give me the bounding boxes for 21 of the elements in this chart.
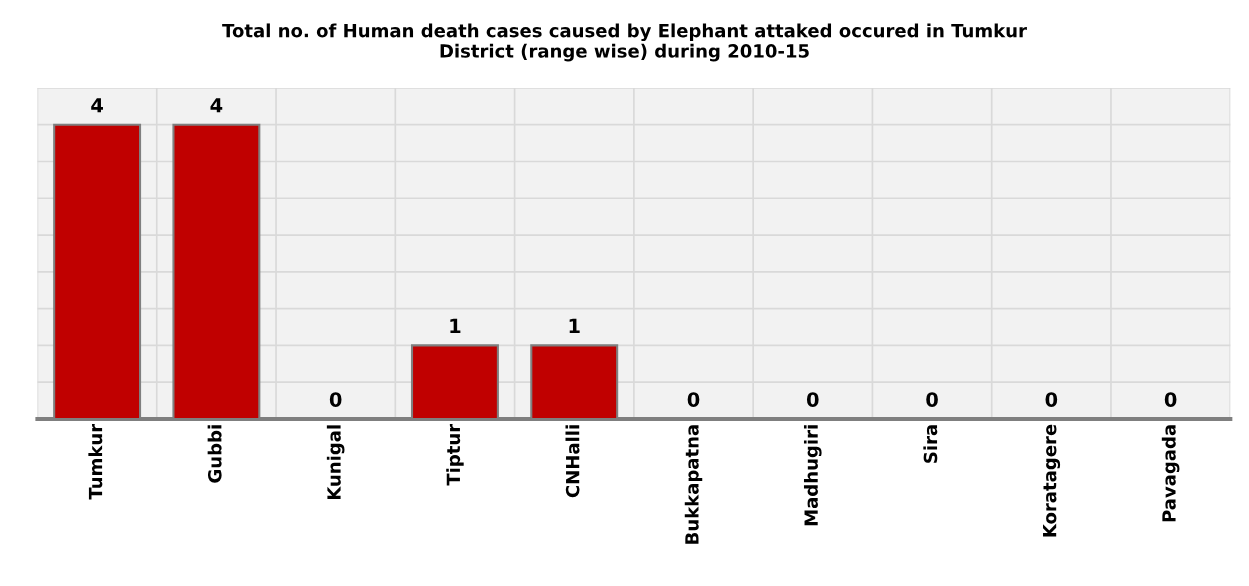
- x-tick-label: CNHalli: [565, 425, 580, 498]
- data-label: 1: [450, 318, 461, 334]
- data-label: 4: [210, 98, 223, 113]
- data-label: 4: [91, 98, 103, 113]
- data-label: 0: [1045, 392, 1058, 407]
- data-label: 0: [1164, 392, 1177, 407]
- x-tick-label: Bukkapatna: [684, 425, 703, 544]
- x-tick-label: Kunigal: [326, 425, 345, 500]
- x-tick-label: Tumkur: [88, 423, 103, 500]
- data-label: 0: [329, 392, 342, 407]
- x-tick-label: Gubbi: [207, 425, 222, 483]
- data-label: 0: [926, 392, 938, 407]
- x-tick-label: Sira: [923, 425, 938, 463]
- x-tick-label: Tiptur: [446, 423, 464, 486]
- data-label: 0: [806, 392, 819, 407]
- chart-title: Total no. of Human death cases caused by Elephant attaked occured in Tumkur District (range wise) during 2010-15: [222, 23, 1027, 62]
- x-tick-label: Madhugiri: [803, 425, 822, 526]
- data-label: 0: [687, 392, 700, 407]
- data-label: 1: [569, 318, 580, 334]
- x-tick-label: Pavagada: [1161, 425, 1180, 522]
- x-tick-label: Koratagere: [1043, 424, 1061, 537]
